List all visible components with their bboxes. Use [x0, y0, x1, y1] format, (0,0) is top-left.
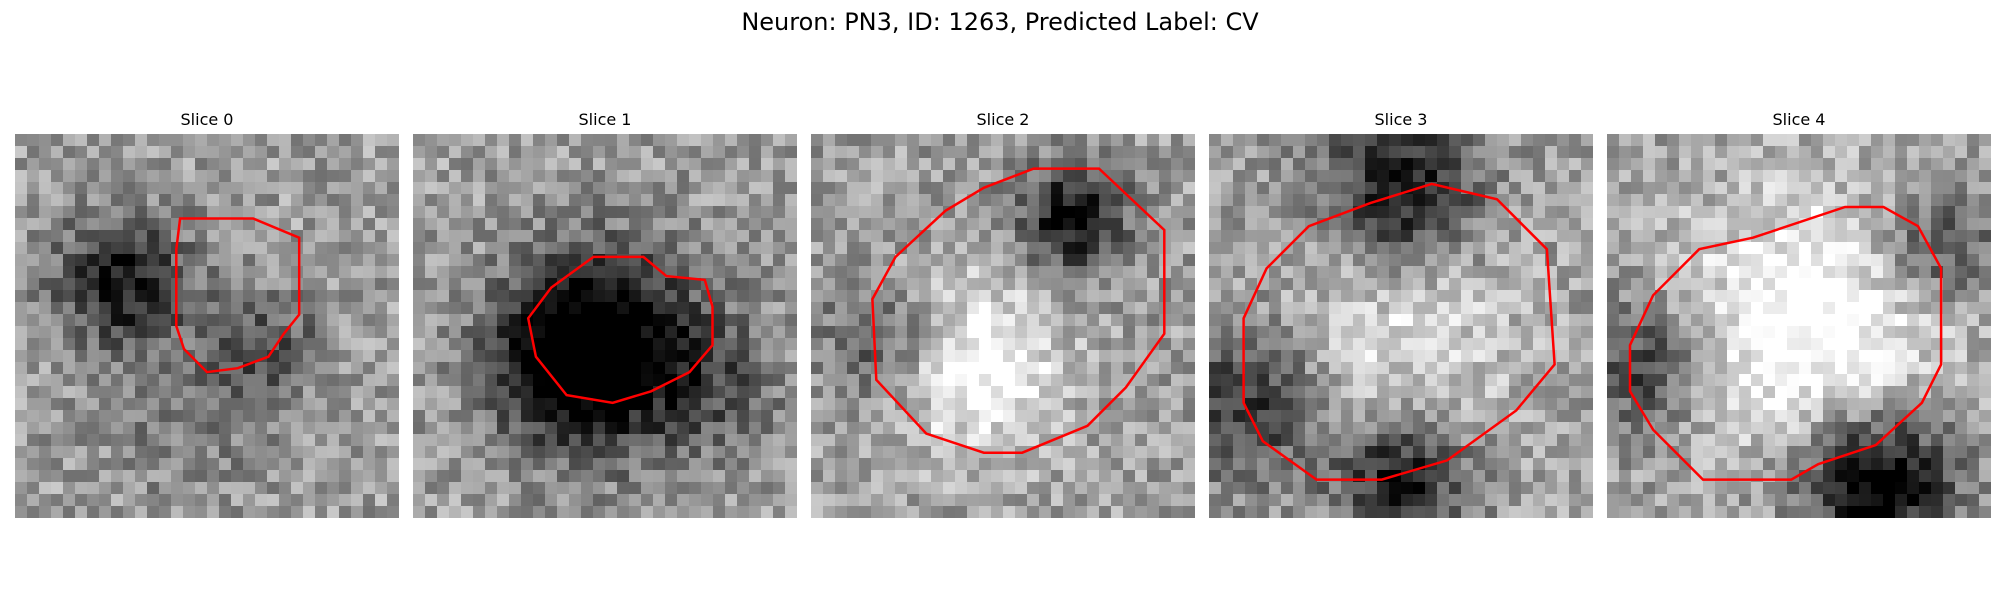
panel-title-slice-2: Slice 2: [976, 110, 1030, 129]
slice-image-3-svg: [1209, 134, 1593, 518]
pixel-grid: [15, 134, 399, 518]
panel-title-slice-4: Slice 4: [1772, 110, 1826, 129]
slice-image-4: [1607, 134, 1991, 518]
slice-image-1: [413, 134, 797, 518]
segmentation-contour: [175, 217, 301, 374]
panel-title-slice-3: Slice 3: [1374, 110, 1428, 129]
pixel-grid: [1209, 134, 1593, 518]
segmentation-contour: [871, 167, 1166, 454]
pixel-grid: [413, 134, 797, 518]
slice-image-4-svg: [1607, 134, 1991, 518]
slice-image-2: [811, 134, 1195, 518]
figure-title: Neuron: PN3, ID: 1263, Predicted Label: …: [741, 8, 1259, 36]
panel-title-slice-1: Slice 1: [578, 110, 632, 129]
segmentation-contour: [526, 255, 714, 405]
segmentation-contour: [1628, 205, 1943, 481]
pixel-grid: [811, 134, 1195, 518]
slice-image-0-svg: [15, 134, 399, 518]
slice-image-0: [15, 134, 399, 518]
slice-image-3: [1209, 134, 1593, 518]
panel-title-slice-0: Slice 0: [180, 110, 234, 129]
pixel-grid: [1607, 134, 1991, 518]
slice-image-1-svg: [413, 134, 797, 518]
slice-image-2-svg: [811, 134, 1195, 518]
segmentation-contour: [1242, 182, 1556, 481]
